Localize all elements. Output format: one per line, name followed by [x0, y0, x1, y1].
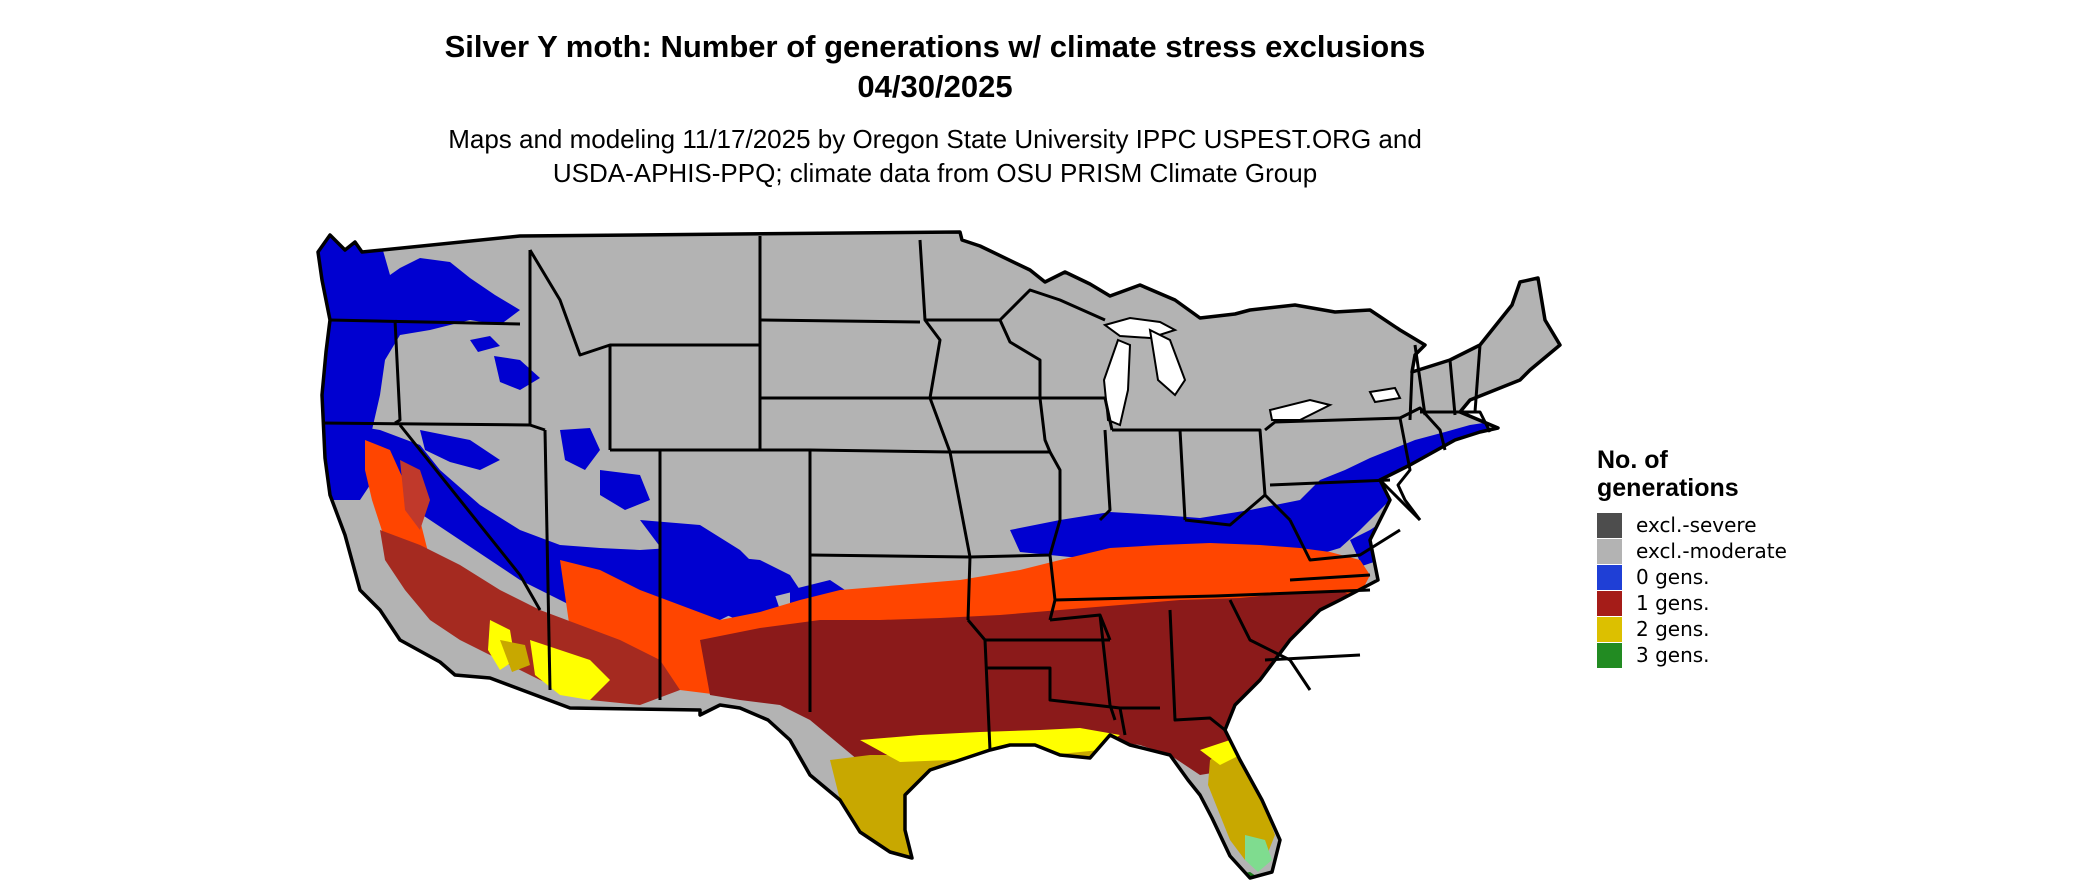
- legend-swatch: [1597, 616, 1622, 642]
- legend-item: 1 gens.: [1597, 590, 1787, 616]
- legend-item: 3 gens.: [1597, 642, 1787, 668]
- legend-item: excl.-moderate: [1597, 538, 1787, 564]
- legend-label: excl.-severe: [1636, 513, 1757, 537]
- legend-title: No. of generations: [1597, 446, 1787, 502]
- legend-swatch: [1597, 642, 1622, 668]
- legend-label: excl.-moderate: [1636, 539, 1787, 563]
- legend-label: 2 gens.: [1636, 617, 1710, 641]
- map-date: 04/30/2025: [857, 69, 1013, 104]
- map-title: Silver Y moth: Number of generations w/ …: [444, 29, 1426, 64]
- legend-item: excl.-severe: [1597, 512, 1787, 538]
- legend-title-line2: generations: [1597, 474, 1739, 502]
- map-credit-line2: USDA-APHIS-PPQ; climate data from OSU PR…: [552, 158, 1318, 188]
- legend-swatch: [1597, 564, 1622, 590]
- legend-item: 0 gens.: [1597, 564, 1787, 590]
- legend-swatch: [1597, 538, 1622, 564]
- legend: No. of generations excl.-severe excl.-mod…: [1597, 446, 1787, 668]
- legend-label: 3 gens.: [1636, 643, 1710, 667]
- us-generations-map: [316, 230, 1562, 880]
- legend-title-line1: No. of: [1597, 446, 1668, 474]
- legend-item: 2 gens.: [1597, 616, 1787, 642]
- map-credit-line1: Maps and modeling 11/17/2025 by Oregon S…: [448, 124, 1422, 154]
- legend-items: excl.-severe excl.-moderate 0 gens. 1 gens.…: [1597, 512, 1787, 668]
- legend-label: 0 gens.: [1636, 565, 1710, 589]
- legend-swatch: [1597, 590, 1622, 616]
- legend-swatch: [1597, 512, 1622, 538]
- legend-label: 1 gens.: [1636, 591, 1710, 615]
